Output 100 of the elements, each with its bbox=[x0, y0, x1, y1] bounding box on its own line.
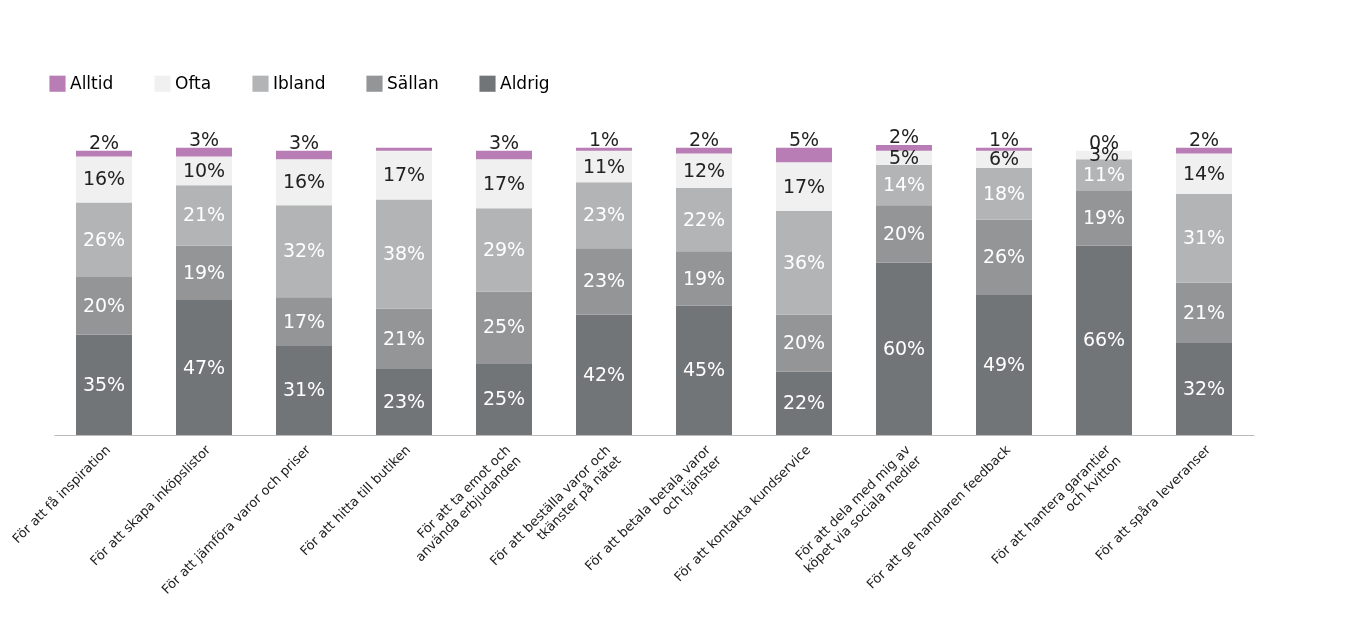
bar bbox=[76, 334, 132, 435]
bar bbox=[176, 245, 232, 301]
data-label: 31% bbox=[282, 378, 326, 401]
bar bbox=[976, 167, 1032, 220]
bar bbox=[776, 162, 832, 212]
data-label: 3% bbox=[488, 130, 520, 153]
data-label: 2% bbox=[1188, 127, 1220, 150]
bar bbox=[376, 147, 432, 151]
data-label: 11% bbox=[1082, 163, 1126, 186]
bar bbox=[776, 211, 832, 315]
data-label: 21% bbox=[182, 203, 226, 226]
data-label: 14% bbox=[882, 173, 926, 196]
bar bbox=[376, 199, 432, 309]
data-label: 22% bbox=[782, 391, 826, 414]
data-label: 1% bbox=[588, 127, 620, 150]
data-label: 19% bbox=[682, 266, 726, 289]
data-label: 32% bbox=[282, 239, 326, 262]
data-label: 31% bbox=[1182, 226, 1226, 249]
data-label: 20% bbox=[82, 293, 126, 316]
bar bbox=[576, 248, 632, 315]
data-label: 10% bbox=[182, 158, 226, 181]
data-label: 23% bbox=[582, 269, 626, 292]
bar bbox=[976, 219, 1032, 295]
bar bbox=[476, 291, 532, 364]
data-label: 32% bbox=[1182, 377, 1226, 400]
bar bbox=[176, 185, 232, 246]
data-label: 21% bbox=[1182, 300, 1226, 323]
bar bbox=[476, 363, 532, 435]
bar bbox=[276, 297, 332, 346]
data-label: 60% bbox=[882, 336, 926, 359]
legend-label: Aldrig bbox=[500, 72, 550, 93]
data-label: 45% bbox=[682, 358, 726, 381]
bar bbox=[1176, 147, 1232, 154]
bar bbox=[476, 159, 532, 209]
bar bbox=[576, 182, 632, 249]
bar bbox=[1176, 282, 1232, 344]
data-label: 26% bbox=[82, 227, 126, 250]
data-label: 20% bbox=[882, 222, 926, 245]
bar bbox=[976, 294, 1032, 435]
bar bbox=[776, 371, 832, 435]
bar bbox=[376, 368, 432, 435]
data-label: 26% bbox=[982, 244, 1026, 267]
bar bbox=[476, 150, 532, 160]
data-label: 29% bbox=[482, 237, 526, 260]
data-label: 5% bbox=[888, 145, 920, 168]
bar bbox=[376, 150, 432, 200]
data-label: 2% bbox=[688, 127, 720, 150]
data-label: 35% bbox=[82, 372, 126, 395]
bar bbox=[1176, 343, 1232, 435]
bar bbox=[776, 147, 832, 163]
bar bbox=[976, 147, 1032, 151]
data-label: 14% bbox=[1182, 161, 1226, 184]
bar bbox=[676, 305, 732, 435]
bar bbox=[1176, 193, 1232, 283]
data-label: 11% bbox=[582, 154, 626, 177]
data-label: 3% bbox=[188, 127, 220, 150]
data-label: 25% bbox=[482, 315, 526, 338]
bar bbox=[676, 251, 732, 306]
legend-label: Alltid bbox=[70, 72, 114, 93]
data-label: 3% bbox=[288, 130, 320, 153]
data-label: 2% bbox=[888, 125, 920, 147]
data-label: 17% bbox=[482, 171, 526, 194]
bar bbox=[1076, 245, 1132, 435]
data-label: 38% bbox=[382, 242, 426, 265]
bar bbox=[376, 308, 432, 369]
data-label: 36% bbox=[782, 250, 826, 273]
data-label: 21% bbox=[382, 326, 426, 349]
data-label: 47% bbox=[182, 355, 226, 378]
data-label: 5% bbox=[788, 127, 820, 150]
bar bbox=[276, 345, 332, 435]
data-label: 66% bbox=[1082, 328, 1126, 351]
data-label: 16% bbox=[82, 167, 126, 190]
bar bbox=[176, 300, 232, 435]
data-label: 20% bbox=[782, 331, 826, 354]
bar bbox=[676, 147, 732, 154]
data-label: 1% bbox=[988, 127, 1020, 150]
bar bbox=[876, 262, 932, 435]
data-label: 17% bbox=[282, 309, 326, 332]
data-label: 12% bbox=[682, 158, 726, 181]
legend-label: Ibland bbox=[273, 72, 326, 93]
data-label: 17% bbox=[782, 174, 826, 197]
data-label: 17% bbox=[382, 163, 426, 186]
data-label: 23% bbox=[582, 203, 626, 226]
bar bbox=[576, 147, 632, 151]
data-label: 25% bbox=[482, 387, 526, 410]
data-label: 2% bbox=[88, 130, 120, 153]
data-label: 6% bbox=[988, 147, 1020, 170]
bar bbox=[276, 205, 332, 298]
bar bbox=[876, 205, 932, 263]
data-label: 19% bbox=[182, 260, 226, 283]
data-label: 16% bbox=[282, 170, 326, 193]
data-label: 42% bbox=[582, 362, 626, 385]
bar bbox=[76, 202, 132, 278]
data-label: 18% bbox=[982, 181, 1026, 204]
bar bbox=[776, 314, 832, 372]
bar bbox=[576, 314, 632, 435]
data-label: 22% bbox=[682, 207, 726, 230]
legend-label: Ofta bbox=[175, 72, 212, 93]
bar bbox=[876, 145, 932, 151]
bar bbox=[76, 277, 132, 335]
